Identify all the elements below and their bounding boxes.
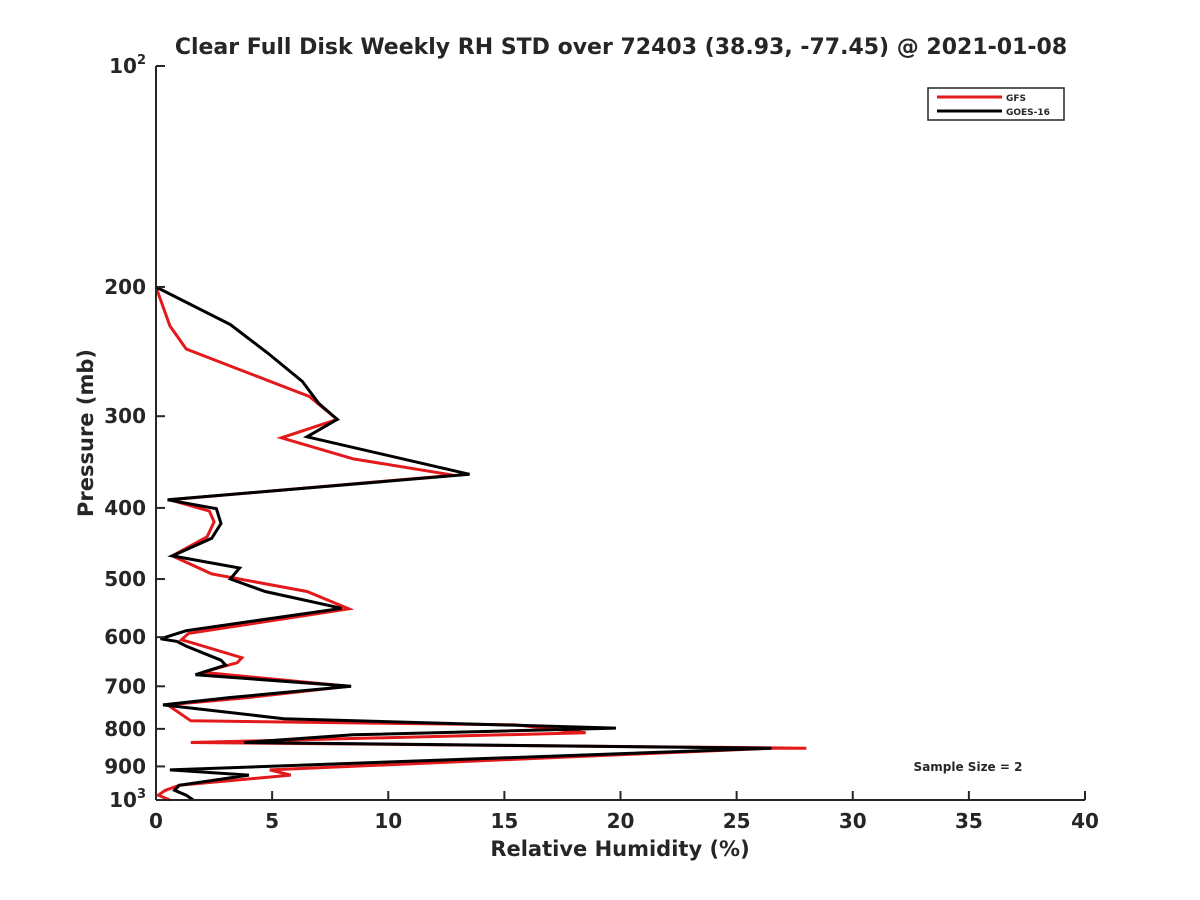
series-layer — [154, 285, 807, 802]
x-tick-label: 0 — [149, 809, 163, 833]
y-tick-label: 300 — [104, 404, 146, 428]
x-tick-label: 40 — [1071, 809, 1099, 833]
x-axis-label: Relative Humidity (%) — [490, 837, 749, 861]
y-axis-label: Pressure (mb) — [74, 349, 98, 517]
x-tick-label: 35 — [955, 809, 983, 833]
x-tick-label: 30 — [839, 809, 867, 833]
x-tick-label: 5 — [265, 809, 279, 833]
x-tick-label: 25 — [723, 809, 751, 833]
y-tick-label: 500 — [104, 567, 146, 591]
legend-label-goes-16: GOES-16 — [1006, 108, 1050, 118]
y-tick-label: 400 — [104, 496, 146, 520]
legend-label-gfs: GFS — [1006, 94, 1026, 104]
series-line-goes-16 — [155, 285, 772, 802]
y-ticks: 102 200 300 400 500 600 700 800 900 103 — [104, 53, 165, 812]
y-tick-label: 900 — [104, 754, 146, 778]
x-tick-label: 15 — [490, 809, 518, 833]
y-tick-label: 103 — [109, 787, 146, 812]
y-tick-label: 600 — [104, 625, 146, 649]
y-tick-label: 700 — [104, 674, 146, 698]
y-tick-label: 102 — [109, 53, 146, 78]
y-tick-label: 800 — [104, 717, 146, 741]
x-tick-label: 20 — [607, 809, 635, 833]
legend: GFS GOES-16 — [927, 87, 1065, 121]
sample-size-annotation: Sample Size = 2 — [914, 760, 1023, 774]
x-ticks: 0 5 10 15 20 25 30 35 40 — [149, 791, 1099, 833]
x-tick-label: 10 — [374, 809, 402, 833]
legend-box — [927, 87, 1065, 121]
y-tick-label: 200 — [104, 275, 146, 299]
chart-title: Clear Full Disk Weekly RH STD over 72403… — [175, 35, 1067, 60]
